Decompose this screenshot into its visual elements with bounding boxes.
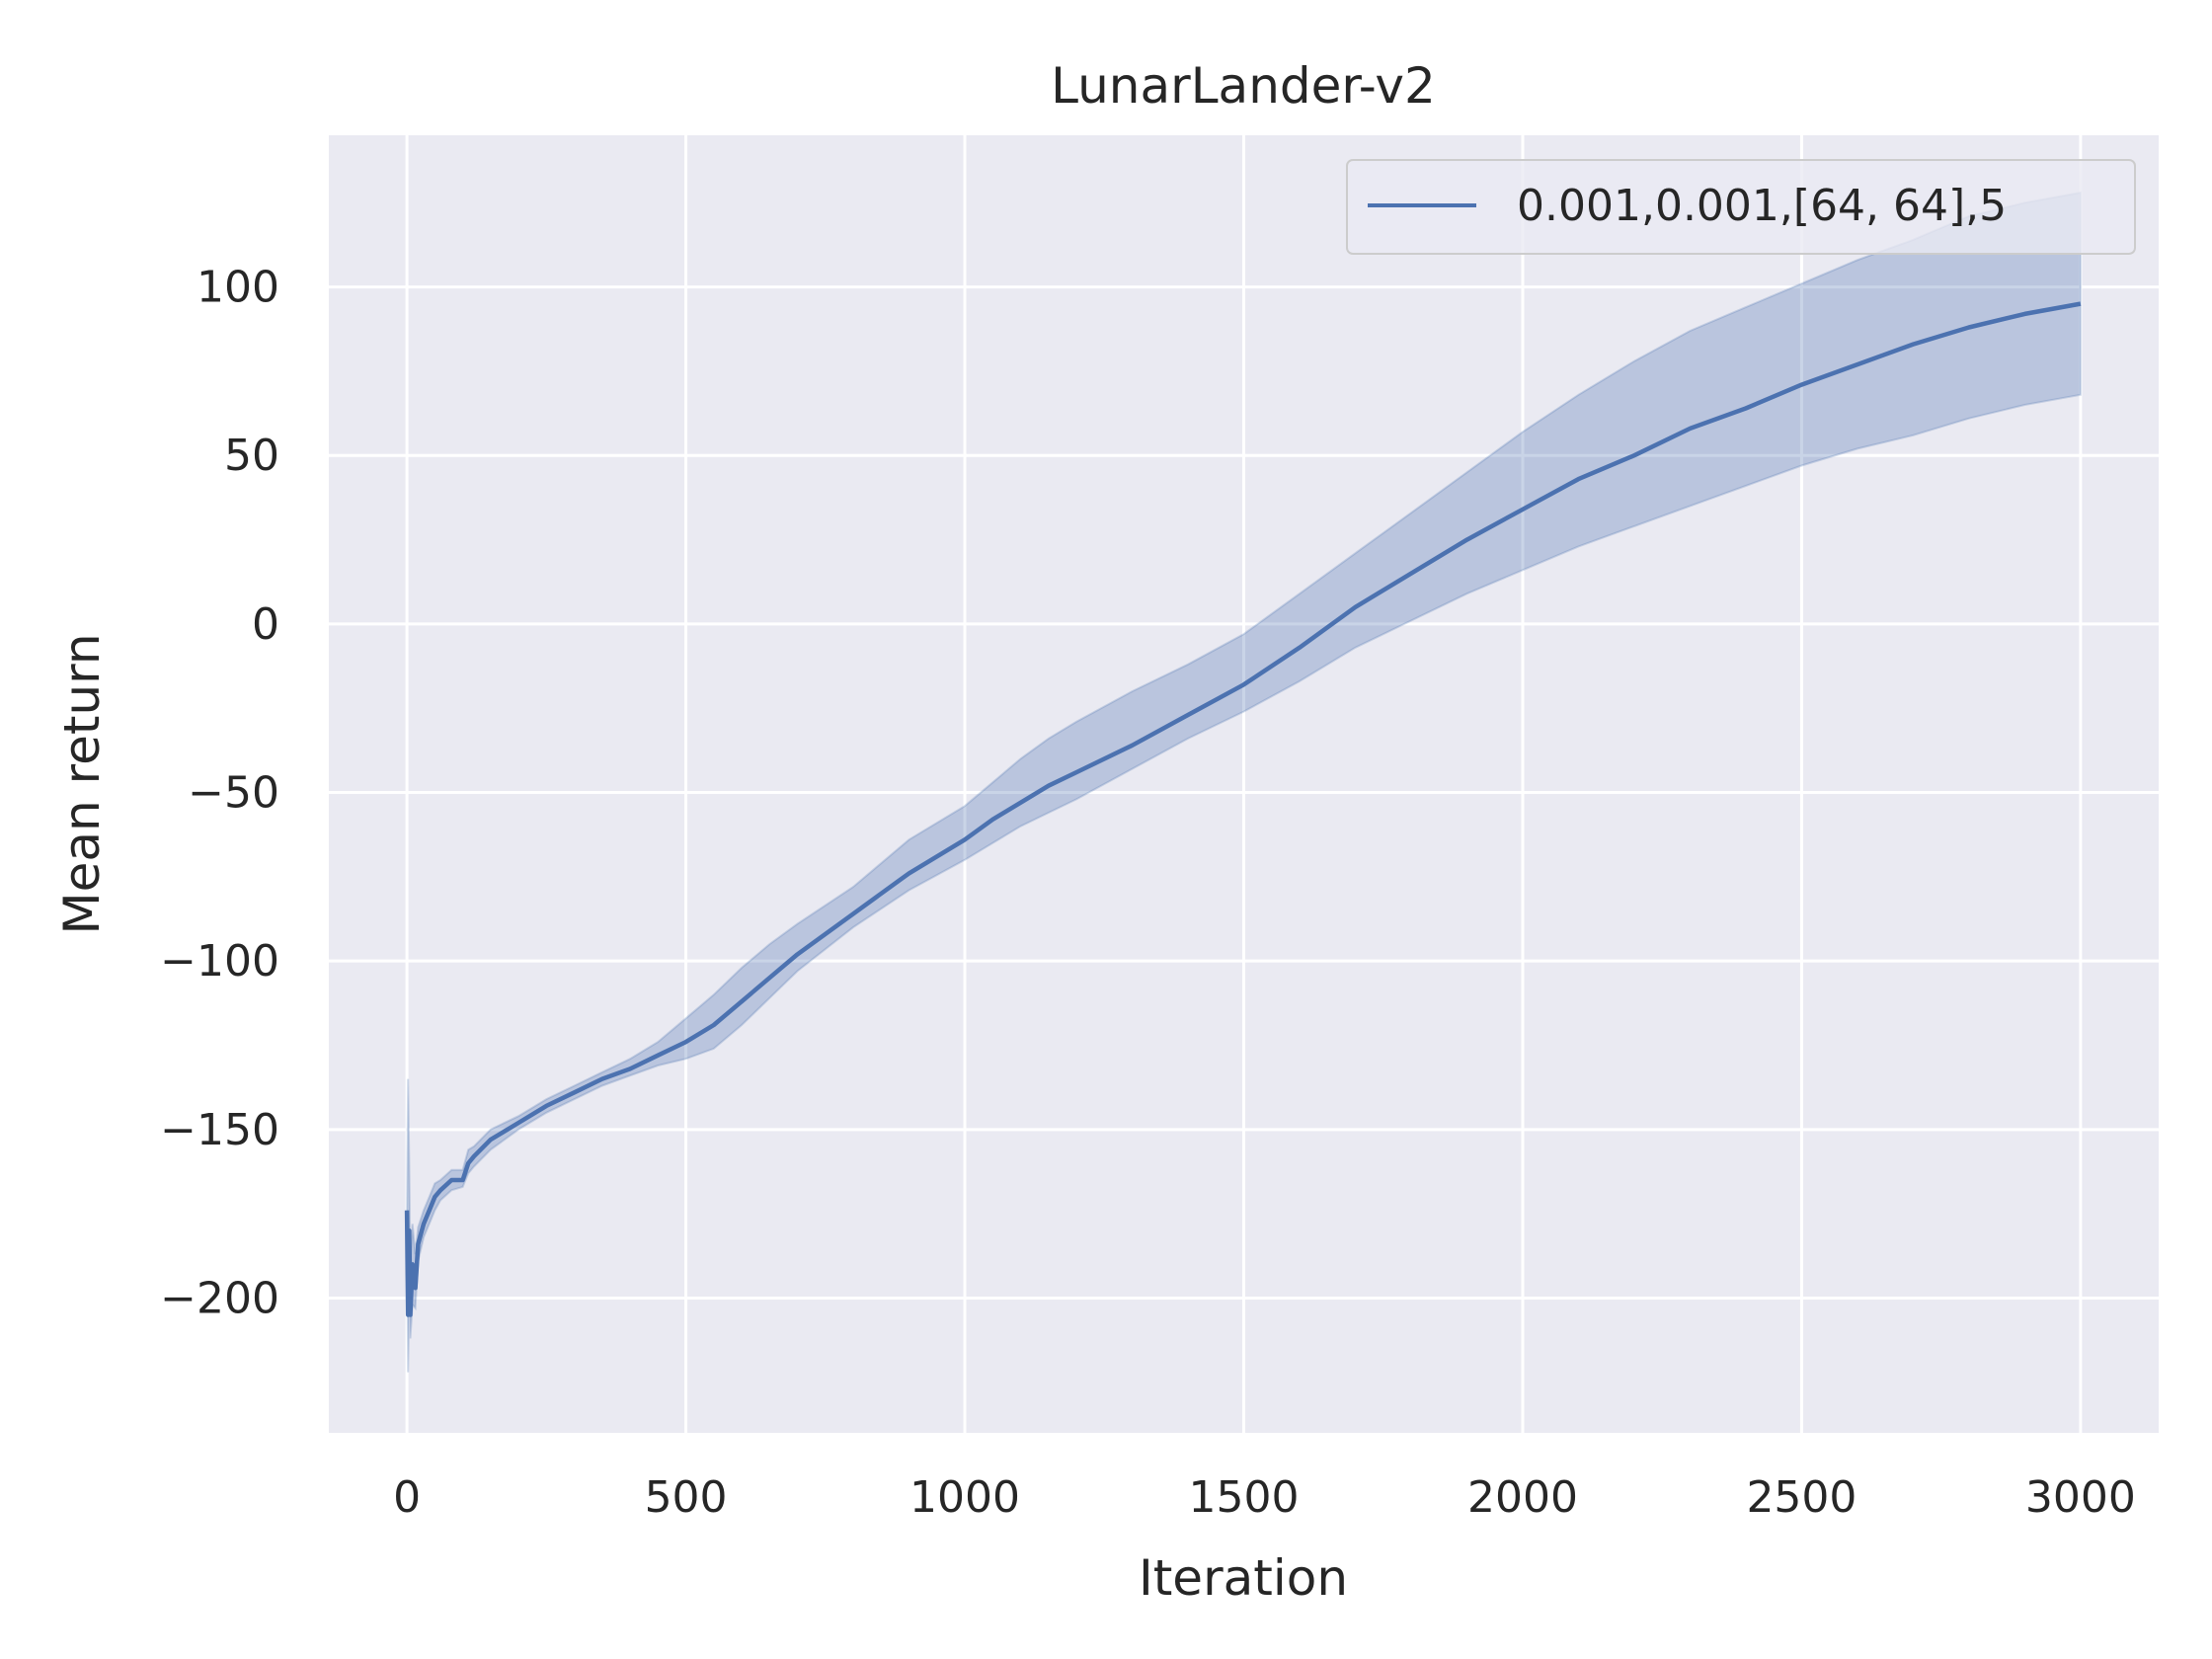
chart-title: LunarLander-v2 — [1051, 57, 1436, 115]
y-tick-labels: −200 −150 −100 −50 0 50 100 — [160, 263, 279, 1324]
x-tick-label: 1500 — [1189, 1472, 1300, 1523]
series-confidence-band — [406, 191, 2082, 1373]
y-tick-label: −200 — [160, 1273, 279, 1323]
legend-box — [1346, 159, 2136, 255]
y-axis-label: Mean return — [53, 633, 111, 934]
series-line — [404, 301, 2082, 1317]
legend-label: 0.001,0.001,[64, 64],5 — [1517, 181, 2007, 231]
y-tick-label: −150 — [160, 1105, 279, 1155]
x-tick-label: 3000 — [2025, 1472, 2136, 1523]
x-tick-label: 2000 — [1467, 1472, 1578, 1523]
x-tick-label: 1000 — [909, 1472, 1020, 1523]
y-tick-label: 100 — [197, 263, 279, 313]
x-tick-labels: 0 500 1000 1500 2000 2500 3000 — [393, 1472, 2136, 1523]
y-tick-label: −50 — [188, 768, 279, 819]
x-tick-label: 2500 — [1746, 1472, 1856, 1523]
legend: 0.001,0.001,[64, 64],5 — [1346, 159, 2136, 255]
y-tick-label: −100 — [160, 936, 279, 987]
y-tick-label: 50 — [224, 431, 279, 481]
y-tick-label: 0 — [252, 599, 279, 650]
confidence-band-layer — [406, 191, 2082, 1373]
grid — [329, 135, 2159, 1433]
series-line-layer — [404, 301, 2082, 1317]
x-tick-label: 0 — [393, 1472, 421, 1523]
x-tick-label: 500 — [645, 1472, 728, 1523]
x-axis-label: Iteration — [1139, 1549, 1348, 1607]
